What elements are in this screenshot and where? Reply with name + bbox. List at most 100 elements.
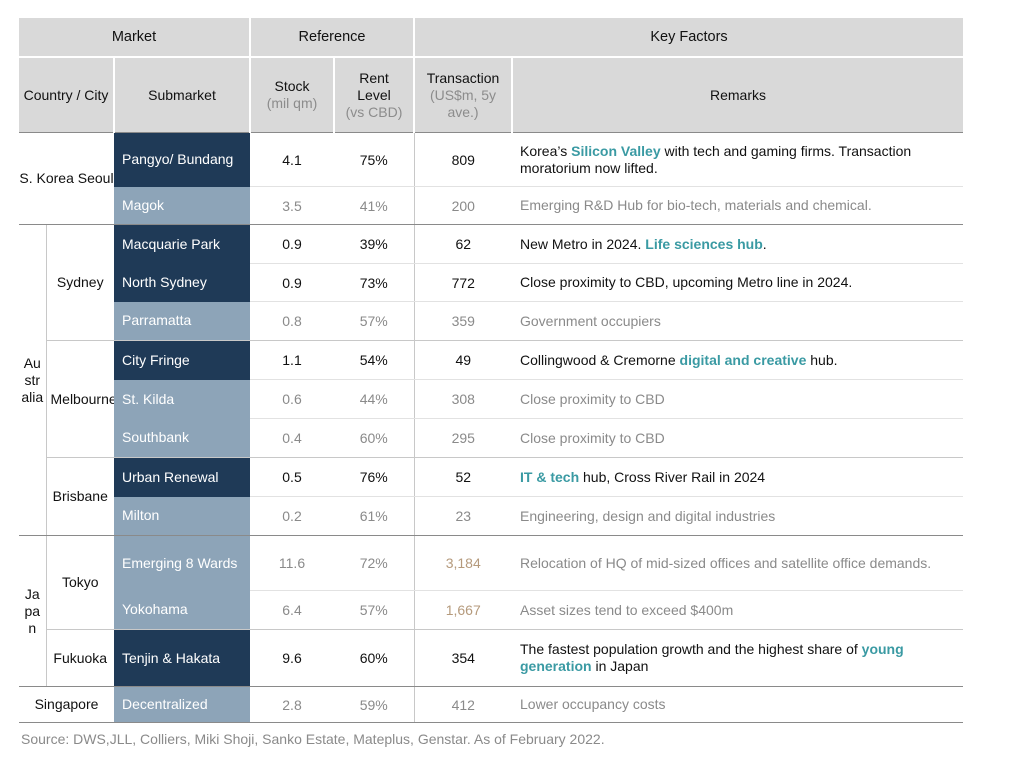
remark-cell: Close proximity to CBD [512,418,964,458]
submarket-cell: Yokohama [114,590,250,630]
remark-text: hub, Cross River Rail in 2024 [579,468,766,485]
header-key-factors: Key Factors [412,18,964,57]
col-submarket: Submarket [113,56,250,133]
transaction-cell: 359 [413,301,512,341]
stock-cell: 0.2 [250,496,334,536]
stock-cell: 0.9 [250,224,334,264]
remark-highlight: IT & tech [520,468,580,485]
stock-cell: 0.6 [250,379,334,419]
stock-cell: 1.1 [250,340,334,380]
city-sydney: Sydney [45,224,114,341]
transaction-cell: 52 [413,457,512,497]
col-stock: Stock (mil qm) [249,56,334,133]
remark-text: Collingwood & Cremorne [520,351,680,368]
rent-cell: 57% [334,301,414,341]
remark-text: Emerging R&D Hub for bio-tech, materials… [520,197,872,213]
table-row: S. Korea Seoul Pangyo/ Bundang 4.1 75% 8… [19,132,964,225]
col-stock-label: Stock [274,78,310,94]
transaction-cell: 809 [413,132,512,187]
transaction-cell: 62 [413,224,512,264]
submarket-cell: North Sydney [114,263,250,302]
rent-cell: 44% [334,379,414,419]
stock-cell: 2.8 [250,686,334,723]
col-country-city: Country / City [19,56,114,133]
submarket-cell: Emerging 8 Wards [114,535,250,591]
col-transaction-unit: (US$m, 5y ave.) [429,86,497,120]
remark-cell: Korea’s Silicon Valley with tech and gam… [512,132,964,187]
submarket-cell: City Fringe [114,340,250,380]
submarket-cell: Urban Renewal [114,457,250,497]
remark-cell: Engineering, design and digital industri… [512,496,964,536]
remark-cell: Collingwood & Cremorne digital and creat… [512,340,964,380]
transaction-cell: 308 [413,379,512,419]
col-transaction-label: Transaction [426,69,500,86]
rent-cell: 54% [334,340,414,380]
submarket-cell: St. Kilda [114,379,250,419]
transaction-cell: 23 [413,496,512,536]
transaction-cell: 772 [413,263,512,302]
remark-cell: Close proximity to CBD, upcoming Metro l… [512,263,964,302]
table-row: Parramatta 0.8 57% 359 Government occupi… [19,301,964,341]
table-row: North Sydney 0.9 73% 772 Close proximity… [19,263,964,302]
transaction-cell: 1,667 [413,590,512,630]
submarket-cell: Macquarie Park [114,224,250,264]
country-korea: S. Korea Seoul [19,132,114,225]
rent-cell: 61% [334,496,414,536]
remark-text: Asset sizes tend to exceed $400m [520,601,734,618]
market-comparison-table: Market Reference Key Factors Country / C… [19,18,964,723]
remark-text: hub. [806,351,838,368]
table-row: Melbourne City Fringe 1.1 54% 49 Colling… [19,340,964,458]
rent-cell: 60% [334,629,414,687]
remark-highlight: Life sciences hub [645,235,763,252]
city-fukuoka: Fukuoka [45,629,114,687]
rent-cell: 72% [334,535,414,591]
table-row: Japan Tokyo Emerging 8 Wards 11.6 72% 3,… [19,535,964,687]
table-row: Milton 0.2 61% 23 Engineering, design an… [19,496,964,536]
remark-text: The fastest population growth and the hi… [520,641,862,657]
transaction-cell: 295 [413,418,512,458]
col-stock-unit: (mil qm) [266,95,318,111]
remark-cell: Emerging R&D Hub for bio-tech, materials… [512,186,964,225]
remark-cell: Asset sizes tend to exceed $400m [512,590,964,630]
transaction-cell: 3,184 [413,535,512,591]
remark-cell: New Metro in 2024. Life sciences hub. [512,224,964,264]
remark-text: Close proximity to CBD [520,390,665,407]
rent-cell: 76% [334,457,414,497]
source-note: Source: DWS,JLL, Colliers, Miki Shoji, S… [21,731,605,747]
remark-text: Lower occupancy costs [520,696,666,712]
rent-cell: 73% [334,263,414,302]
remark-text: with tech and gaming firms. Transaction … [520,142,912,176]
transaction-cell: 200 [413,186,512,225]
remark-text: Government occupiers [520,312,661,329]
stock-cell: 0.4 [250,418,334,458]
country-singapore: Singapore [19,686,114,723]
remark-highlight: digital and creative [679,351,807,368]
submarket-cell: Decentralized [114,686,250,723]
remark-text: . [762,235,767,252]
city-tokyo: Tokyo [45,535,114,630]
stock-cell: 9.6 [250,629,334,687]
remark-cell: IT & tech hub, Cross River Rail in 2024 [512,457,964,497]
remark-text: Close proximity to CBD [520,429,665,446]
stock-cell: 0.8 [250,301,334,341]
stock-cell: 6.4 [250,590,334,630]
stock-cell: 4.1 [250,132,334,187]
remark-text: Close proximity to CBD, upcoming Metro l… [520,274,853,290]
stock-cell: 11.6 [250,535,334,591]
table-row: Australia Sydney Macquarie Park 0.9 39% … [19,224,964,536]
table-row: Magok 3.5 41% 200 Emerging R&D Hub for b… [19,186,964,225]
transaction-cell: 49 [413,340,512,380]
submarket-cell: Southbank [114,418,250,458]
table-row: Singapore Decentralized 2.8 59% 412 Lowe… [19,686,964,723]
rent-cell: 75% [334,132,414,187]
country-australia: Australia [19,224,46,536]
remark-text: Korea’s [520,142,572,159]
col-rent: Rent Level (vs CBD) [333,56,414,133]
submarket-cell: Tenjin & Hakata [114,629,250,687]
rent-cell: 59% [334,686,414,723]
col-remarks: Remarks [510,56,964,133]
header-column-row: Country / City Submarket Stock (mil qm) … [19,56,964,133]
country-japan: Japan [19,535,46,687]
transaction-cell: 354 [413,629,512,687]
table-row: St. Kilda 0.6 44% 308 Close proximity to… [19,379,964,419]
